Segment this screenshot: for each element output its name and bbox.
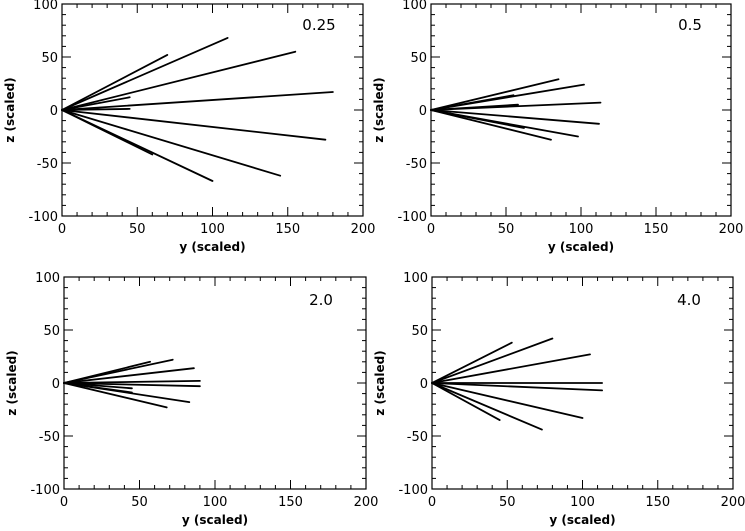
series-line-ray-1 xyxy=(61,54,169,111)
series-line-ray-8 xyxy=(63,382,168,409)
plot-frame xyxy=(430,3,732,217)
y-tick-label: 100 xyxy=(35,271,60,286)
y-tick-label: 100 xyxy=(403,271,428,286)
x-tick-label: 50 xyxy=(499,495,516,510)
series-line-ray-4 xyxy=(430,103,519,111)
panel-label: 4.0 xyxy=(677,291,701,309)
x-tick-label: 200 xyxy=(721,495,745,510)
panel-2: 0 50 100 150 200 100 50 0 -50 -100 y (scaled) z (sc… xyxy=(372,0,743,254)
y-tick-label: 100 xyxy=(402,0,427,13)
series-line-ray-9 xyxy=(430,109,525,129)
series-line-ray-5 xyxy=(61,96,131,111)
x-tick-label: 0 xyxy=(428,495,436,510)
x-tick-label: 0 xyxy=(60,495,68,510)
y-tick-label: -100 xyxy=(397,210,427,225)
series-line-ray-3 xyxy=(63,367,195,384)
y-axis-title: z (scaled) xyxy=(5,350,19,415)
x-axis-title: y (scaled) xyxy=(549,513,615,527)
panel-3: 0 50 100 150 200 100 50 0 -50 -100 y (scaled) z (sc… xyxy=(5,271,378,527)
y-tick-label: 50 xyxy=(41,51,58,66)
panel-label: 0.5 xyxy=(678,16,702,34)
x-tick-label: 150 xyxy=(278,495,303,510)
panel-4: 0 50 100 150 200 100 50 0 -50 -100 y (scaled) z (sc… xyxy=(373,271,745,527)
series-line-ray-7 xyxy=(431,382,543,431)
x-tick-label: 0 xyxy=(58,222,66,237)
y-axis-title: z (scaled) xyxy=(373,350,387,415)
series-line-ray-3 xyxy=(431,353,591,384)
series-line-ray-6 xyxy=(430,109,600,125)
y-tick-label: 0 xyxy=(50,104,58,119)
series-line-ray-4 xyxy=(61,91,334,111)
series-line-ray-5 xyxy=(63,382,201,388)
series-line-ray-1 xyxy=(430,78,560,111)
x-axis-title: y (scaled) xyxy=(179,240,245,254)
x-tick-label: 200 xyxy=(351,222,376,237)
panel-1: 0 50 100 150 200 100 50 0 -50 -100 y (scaled) z (sc… xyxy=(3,0,375,254)
y-tick-label: 50 xyxy=(410,51,427,66)
x-tick-label: 50 xyxy=(131,495,148,510)
x-tick-label: 100 xyxy=(569,222,594,237)
series-line-ray-8 xyxy=(431,382,501,422)
x-tick-label: 0 xyxy=(427,222,435,237)
y-tick-label: 100 xyxy=(33,0,58,13)
series-line-ray-6 xyxy=(431,382,584,419)
panel-label: 2.0 xyxy=(309,291,333,309)
y-tick-label: -50 xyxy=(37,157,58,172)
y-tick-label: -100 xyxy=(30,483,60,498)
series-line-ray-8 xyxy=(430,109,552,141)
y-tick-label: 0 xyxy=(420,377,428,392)
x-tick-label: 150 xyxy=(275,222,300,237)
x-tick-label: 50 xyxy=(498,222,515,237)
series-line-ray-8 xyxy=(61,109,282,177)
series-line-ray-2 xyxy=(431,337,554,384)
x-tick-label: 100 xyxy=(570,495,595,510)
series-line-ray-6 xyxy=(61,108,131,111)
series-line-ray-1 xyxy=(431,341,513,384)
x-tick-label: 150 xyxy=(645,495,670,510)
y-tick-label: -100 xyxy=(398,483,428,498)
y-tick-label: -100 xyxy=(28,210,58,225)
series-line-ray-9 xyxy=(63,382,133,394)
series-line-ray-5 xyxy=(430,94,515,111)
series-line-ray-3 xyxy=(61,50,297,111)
panel-label: 0.25 xyxy=(302,16,335,34)
y-tick-label: -50 xyxy=(407,430,428,445)
y-tick-label: 50 xyxy=(43,324,60,339)
x-tick-label: 200 xyxy=(719,222,744,237)
y-tick-label: 0 xyxy=(419,104,427,119)
x-axis-title: y (scaled) xyxy=(182,513,248,527)
y-tick-label: 50 xyxy=(411,324,428,339)
y-tick-label: -50 xyxy=(39,430,60,445)
x-tick-label: 200 xyxy=(354,495,379,510)
series-line-ray-5 xyxy=(431,382,603,392)
x-tick-label: 100 xyxy=(203,495,228,510)
y-axis-title: z (scaled) xyxy=(3,77,17,142)
x-axis-title: y (scaled) xyxy=(548,240,614,254)
y-tick-label: -50 xyxy=(406,157,427,172)
y-tick-label: 0 xyxy=(52,377,60,392)
x-tick-label: 150 xyxy=(644,222,669,237)
y-axis-title: z (scaled) xyxy=(372,77,386,142)
series-line-ray-2 xyxy=(61,37,229,111)
series-line-ray-10 xyxy=(61,109,154,156)
series-line-ray-2 xyxy=(63,358,174,384)
x-tick-label: 50 xyxy=(129,222,146,237)
series-line-ray-7 xyxy=(61,109,327,141)
x-tick-label: 100 xyxy=(200,222,225,237)
